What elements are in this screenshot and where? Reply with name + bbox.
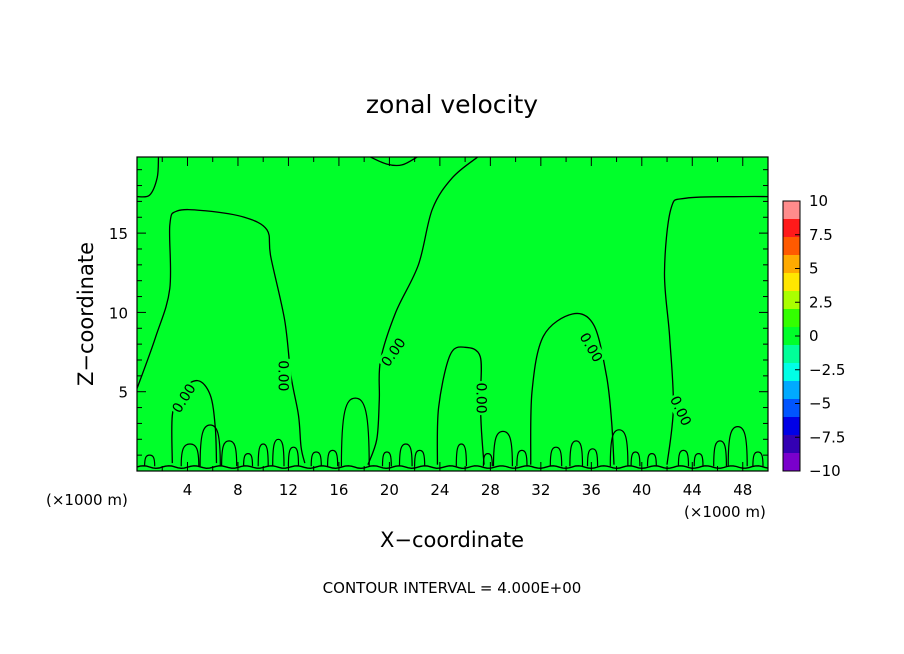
contour-label-layer: 0.000.000.000.000.000.00: [167, 328, 696, 430]
zero-contour-center: [367, 157, 479, 465]
contour-label-bg: [376, 333, 410, 371]
colorbar-swatch: [783, 399, 800, 418]
contour-label-3: 0.00: [473, 381, 490, 416]
contour-bump-18: [549, 446, 563, 467]
plot-frame: [136, 156, 769, 472]
x-tick-label: 40: [632, 481, 651, 499]
colorbar-swatch: [783, 273, 800, 292]
contour-bump-15: [482, 452, 493, 467]
colorbar-tick-label: 10: [809, 192, 828, 210]
contour-ground-line: [137, 465, 768, 470]
y-axis-label: Z−coordinate: [74, 242, 98, 386]
contour-bump-10: [340, 397, 370, 467]
zero-contour-left-dome: [137, 208, 306, 464]
colorbar-swatch: [783, 327, 800, 346]
contour-label-text: 0.00: [274, 360, 290, 391]
colorbar-tick-label: 5: [809, 260, 819, 278]
contour-bump-9: [327, 449, 339, 467]
contour-bump-28: [752, 451, 764, 467]
contour-bump-26: [713, 440, 727, 467]
colorbar-swatch: [783, 381, 800, 400]
x-tick-label: 48: [733, 481, 752, 499]
colorbar-swatch: [783, 309, 800, 328]
zero-contour-dome-26: [436, 346, 485, 465]
x-tick-label: 20: [380, 481, 399, 499]
contour-bump-16: [492, 430, 513, 467]
contour-bump-22: [630, 451, 641, 467]
colorbar-swatch: [783, 219, 800, 238]
x-tick-label: 4: [183, 481, 193, 499]
x-tick-label: 8: [233, 481, 243, 499]
y-tick-label: 10: [109, 304, 128, 322]
colorbar-tick-label: 2.5: [809, 293, 833, 311]
contour-bump-7: [287, 446, 300, 467]
zero-contour-top-center: [370, 157, 418, 167]
colorbar-tick-label: 7.5: [809, 226, 833, 244]
colorbar: 10 7.5 5 2.5 0 −2.5 −5 −7.5 −10: [782, 192, 845, 480]
contour-bump-5: [257, 443, 269, 467]
contour-bump-6: [272, 438, 285, 467]
x-tick-label: 32: [531, 481, 550, 499]
contour-label-bg: [666, 391, 696, 430]
contour-bump-23: [646, 452, 657, 467]
contour-bump-4: [243, 452, 254, 467]
colorbar-swatch: [783, 453, 800, 472]
colorbar-tick-label: 0: [809, 327, 819, 345]
contour-bump-3: [221, 440, 238, 467]
contour-bump-8: [310, 451, 322, 467]
colorbar-tick-label: −5: [809, 395, 831, 413]
colorbar-tick-label: −10: [809, 462, 841, 480]
contour-bump-2: [199, 424, 221, 467]
contour-label-bg: [575, 328, 607, 367]
x-axis-ticks: 4 8 12 16 20 24 28 32 36 40 44 48: [161, 157, 752, 499]
x-tick-label: 28: [481, 481, 500, 499]
x-unit-right: (×1000 m): [684, 503, 766, 521]
contour-label-text: 0.00: [473, 383, 489, 414]
contour-bump-13: [414, 449, 426, 467]
contour-bump-11: [381, 451, 392, 467]
colorbar-swatch: [783, 417, 800, 436]
contour-label-bg: [275, 358, 292, 393]
x-tick-label: 12: [279, 481, 298, 499]
contour-bump-21: [609, 429, 629, 467]
contour-bump-14: [455, 443, 467, 467]
x-tick-label: 24: [430, 481, 449, 499]
contour-bump-1: [180, 443, 200, 467]
contour-bump-19: [569, 440, 584, 467]
contour-label-1: 0.00: [274, 358, 292, 393]
colorbar-swatch: [783, 201, 800, 220]
y-tick-label: 5: [118, 384, 128, 402]
x-tick-label: 36: [582, 481, 601, 499]
x-unit-left: (×1000 m): [46, 491, 128, 509]
x-tick-label: 44: [683, 481, 702, 499]
colorbar-tick-label: −7.5: [809, 428, 845, 446]
chart-title: zonal velocity: [366, 90, 538, 119]
colorbar-swatch: [783, 363, 800, 382]
colorbar-swatch: [783, 435, 800, 454]
contour-interval-note: CONTOUR INTERVAL = 4.000E+00: [323, 579, 582, 597]
x-axis-label: X−coordinate: [380, 528, 524, 552]
contour-bump-12: [398, 443, 413, 467]
colorbar-swatch: [783, 345, 800, 364]
contour-label-bg: [167, 379, 200, 417]
contour-bump-20: [586, 448, 599, 467]
contour-bump-24: [677, 449, 690, 467]
colorbar-swatch: [783, 255, 800, 274]
colorbar-swatch: [783, 291, 800, 310]
colorbar-tick-label: −2.5: [809, 361, 845, 379]
contour-bump-0: [144, 454, 156, 467]
contour-bump-17: [516, 449, 528, 467]
zero-contour-top-left: [137, 157, 160, 198]
y-axis-ticks: 5 10 15: [109, 169, 768, 456]
zero-contour-dome-34: [530, 312, 615, 465]
contour-bump-27: [727, 425, 748, 467]
contour-bump-25: [693, 452, 704, 467]
y-tick-label: 15: [109, 225, 128, 243]
x-tick-label: 16: [329, 481, 348, 499]
plot-field: [137, 157, 768, 471]
colorbar-swatch: [783, 237, 800, 256]
contour-label-bg: [473, 381, 490, 416]
